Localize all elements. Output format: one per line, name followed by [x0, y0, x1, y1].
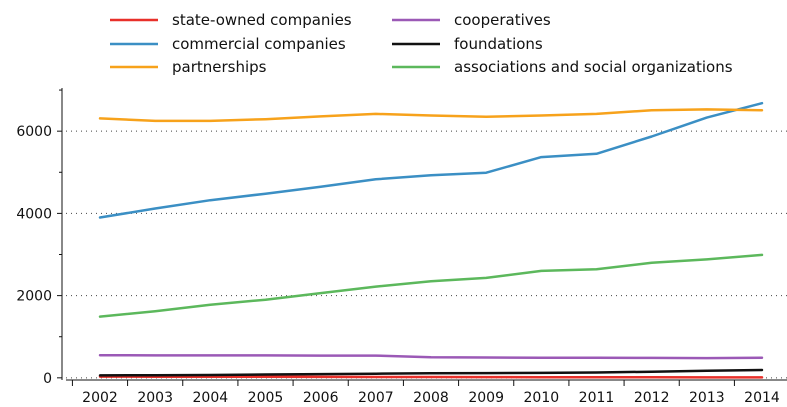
legend-label-2: partnerships [172, 58, 267, 76]
series-lines [98, 101, 764, 379]
legend-label-0: state-owned companies [172, 11, 352, 29]
x-tick-label-2010: 2010 [524, 390, 560, 406]
legend-label-4: foundations [454, 35, 543, 53]
axes: 0 2000 4000 6000 2002 2003 2004 2005 2006 2007 200… [16, 88, 787, 406]
legend-label-3: cooperatives [454, 11, 551, 29]
x-tick-label-2006: 2006 [303, 390, 339, 406]
x-tick-label-2005: 2005 [248, 390, 284, 406]
x-tick-label-2009: 2009 [468, 390, 504, 406]
x-tick-label-2007: 2007 [358, 390, 394, 406]
legend-label-1: commercial companies [172, 35, 346, 53]
grid-lines [66, 130, 787, 379]
series-line-3 [98, 353, 764, 360]
y-tick-label-2000: 2000 [16, 289, 52, 305]
series-line-1 [98, 101, 764, 219]
x-tick-label-2003: 2003 [137, 390, 173, 406]
series-line-2 [98, 108, 764, 123]
series-line-4 [98, 368, 764, 377]
x-tick-label-2004: 2004 [193, 390, 229, 406]
y-tick-label-0: 0 [43, 371, 52, 387]
series-line-5 [98, 253, 764, 318]
series-line-0 [98, 375, 764, 379]
x-tick-label-2014: 2014 [744, 390, 780, 406]
legend-label-5: associations and social organizations [454, 58, 733, 76]
x-tick-label-2013: 2013 [689, 390, 725, 406]
x-tick-label-2002: 2002 [82, 390, 118, 406]
legend: state-owned companies commercial companie… [110, 11, 733, 76]
x-tick-label-2012: 2012 [634, 390, 670, 406]
y-tick-label-6000: 6000 [16, 124, 52, 140]
y-tick-label-4000: 4000 [16, 206, 52, 222]
x-tick-label-2008: 2008 [413, 390, 449, 406]
x-tick-label-2011: 2011 [579, 390, 615, 406]
